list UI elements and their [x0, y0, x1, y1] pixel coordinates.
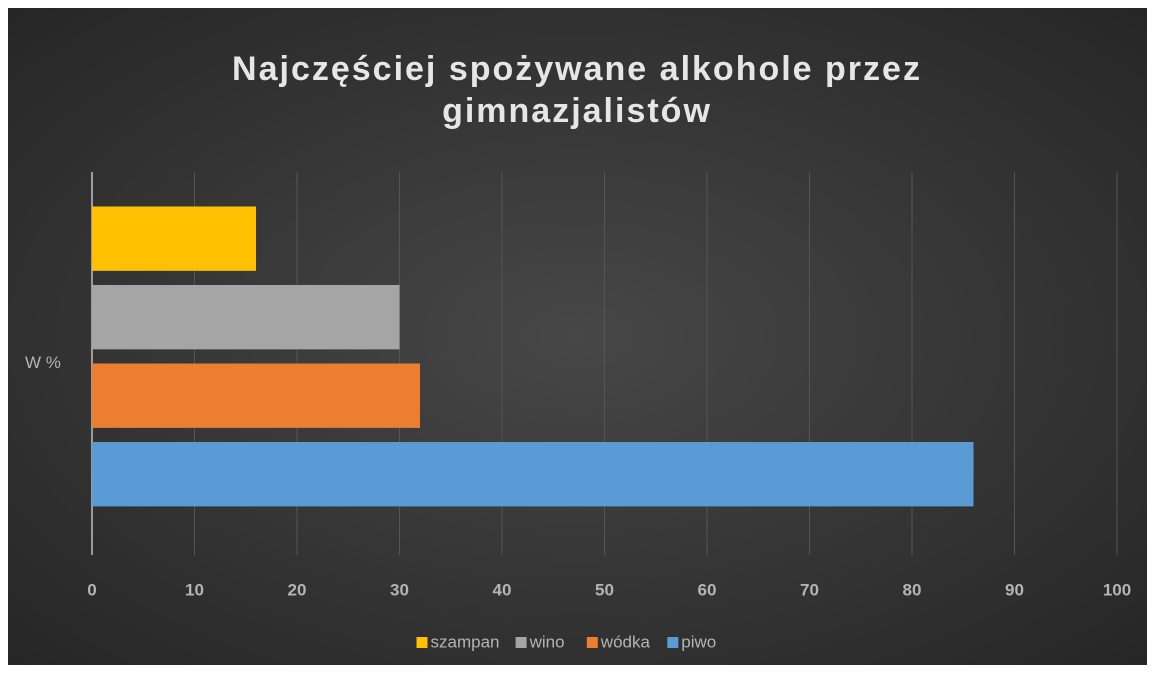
- bar: [92, 442, 974, 507]
- chart-title: Najczęściej spożywane alkohole przez gim…: [232, 50, 922, 130]
- x-tick-label: 50: [595, 580, 614, 599]
- legend-swatch: [416, 637, 428, 648]
- x-tick-label: 70: [800, 580, 819, 599]
- y-tick-label: W %: [25, 353, 61, 372]
- bar: [92, 206, 256, 271]
- x-tick-label: 90: [1005, 580, 1024, 599]
- x-tick-label: 40: [493, 580, 512, 599]
- bar: [92, 363, 420, 428]
- legend-swatch: [586, 637, 598, 648]
- x-tick-label: 60: [698, 580, 717, 599]
- x-tick-label: 80: [903, 580, 922, 599]
- legend-label: wino: [529, 632, 565, 651]
- legend-swatch: [667, 637, 679, 648]
- x-tick-label: 10: [185, 580, 204, 599]
- legend-swatch: [515, 637, 527, 648]
- x-tick-label: 100: [1103, 580, 1131, 599]
- x-tick-label: 20: [288, 580, 307, 599]
- bar: [92, 284, 400, 350]
- x-tick-label: 30: [390, 580, 409, 599]
- x-tick-label: 0: [87, 580, 96, 599]
- legend-label: piwo: [681, 632, 716, 651]
- legend-label: wódka: [600, 632, 651, 651]
- legend-label: szampan: [431, 632, 500, 651]
